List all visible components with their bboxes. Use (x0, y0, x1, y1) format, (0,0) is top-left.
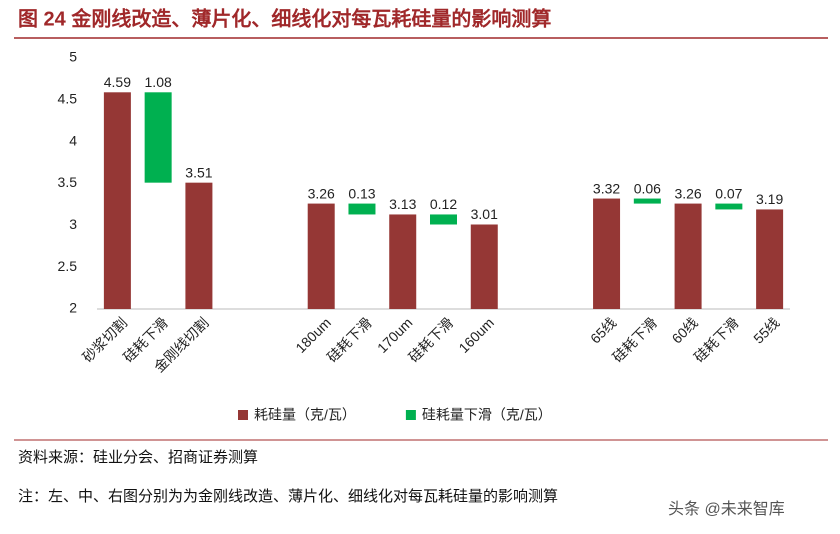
value-label: 3.26 (308, 185, 335, 201)
x-tick-label: 硅耗下滑 (405, 314, 456, 365)
x-tick-label: 硅耗下滑 (609, 314, 660, 365)
bar (633, 198, 661, 204)
y-tick-label: 3.5 (58, 174, 78, 190)
value-label: 0.13 (348, 185, 375, 201)
bar (144, 92, 172, 183)
y-tick-label: 2.5 (58, 258, 78, 274)
y-tick-label: 4.5 (58, 91, 78, 107)
bar (430, 214, 457, 225)
bar (389, 214, 417, 309)
value-label: 0.12 (430, 196, 457, 212)
x-tick-label: 160um (455, 314, 497, 356)
bar (185, 182, 213, 309)
value-label: 3.13 (389, 196, 416, 212)
bar (715, 203, 743, 210)
value-label: 1.08 (145, 74, 172, 90)
y-tick-label: 2 (69, 300, 77, 316)
value-label: 3.32 (593, 180, 620, 196)
y-tick-label: 5 (69, 49, 77, 65)
y-tick-label: 3 (69, 216, 77, 232)
watermark: 头条 @未来智库 (668, 500, 785, 518)
x-tick-label: 硅耗下滑 (691, 314, 742, 365)
bar (307, 203, 335, 309)
x-tick-label: 65线 (587, 314, 619, 346)
value-label: 0.06 (634, 180, 661, 196)
x-tick-label: 60线 (669, 314, 701, 346)
bar (348, 203, 376, 215)
bar (470, 224, 498, 309)
y-tick-label: 4 (69, 132, 77, 148)
legend-swatch (238, 410, 248, 420)
value-label: 3.01 (471, 206, 498, 222)
bar (756, 209, 784, 309)
value-label: 0.07 (715, 185, 742, 201)
source: 资料来源：硅业分会、招商证券测算 (18, 448, 258, 466)
value-label: 3.19 (756, 191, 783, 207)
legend-label: 硅耗量下滑（克/瓦） (422, 407, 552, 423)
value-label: 3.51 (185, 164, 212, 180)
legend-swatch (405, 410, 416, 420)
x-tick-label: 硅耗下滑 (324, 314, 375, 365)
value-label: 4.59 (104, 74, 131, 90)
value-label: 3.26 (674, 185, 701, 201)
chart-title: 图 24 金刚线改造、薄片化、细线化对每瓦耗硅量的影响测算 (18, 6, 551, 30)
legend-label: 耗硅量（克/瓦） (254, 407, 356, 423)
x-tick-label: 55线 (750, 314, 782, 346)
bar (593, 198, 621, 309)
bar (674, 203, 702, 309)
bar (103, 92, 131, 309)
note: 注：左、中、右图分别为为金刚线改造、薄片化、细线化对每瓦耗硅量的影响测算 (18, 487, 558, 505)
